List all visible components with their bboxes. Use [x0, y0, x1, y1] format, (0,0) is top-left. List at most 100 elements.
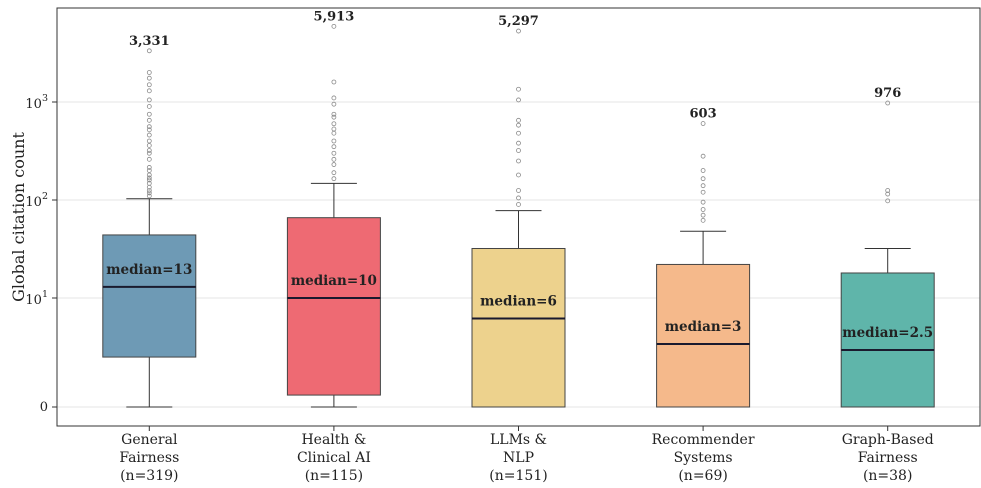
outlier-point [885, 188, 891, 193]
outlier-point [516, 158, 521, 164]
outlier-point [700, 168, 706, 173]
outlier-point [331, 121, 337, 127]
y-tick-exponent: 1 [42, 289, 48, 300]
y-tick-exponent: 2 [42, 191, 48, 202]
median-label: median=6 [480, 294, 557, 310]
outlier-point [700, 199, 706, 205]
category-label: (n=38) [863, 468, 913, 484]
outlier-point [516, 117, 521, 123]
outlier-point [146, 190, 152, 196]
outlier-point [146, 188, 152, 193]
outlier-point [146, 138, 152, 144]
category-label: Fairness [858, 450, 918, 466]
outlier-point [516, 195, 521, 201]
outlier-point [331, 114, 337, 120]
outlier-point [331, 176, 337, 182]
box [840, 272, 935, 408]
median-label: median=10 [291, 273, 377, 289]
y-tick-label: 102 [25, 191, 48, 210]
outlier-point [516, 202, 521, 207]
outlier-point [331, 138, 337, 144]
outlier-point [146, 132, 152, 138]
max-value-label: 603 [690, 107, 717, 122]
outlier-point [516, 86, 521, 92]
outlier-point [516, 140, 521, 146]
outlier-point [146, 124, 152, 130]
category-label: General [121, 432, 178, 448]
outlier-point [146, 193, 152, 199]
box [286, 217, 381, 396]
outlier-point [146, 148, 152, 153]
outlier-point [885, 198, 891, 204]
box [102, 234, 197, 358]
box-layer [102, 23, 935, 408]
outlier-point [885, 191, 891, 197]
max-point [516, 28, 521, 34]
outlier-point [146, 70, 152, 75]
outlier-point [146, 175, 152, 181]
outlier-point [146, 75, 152, 81]
max-value-label: 5,297 [498, 14, 539, 29]
median-label: median=13 [106, 262, 192, 278]
outlier-point [700, 217, 706, 223]
category-label: LLMs & [490, 432, 547, 448]
outlier-point [146, 111, 152, 117]
max-point [331, 23, 337, 29]
outlier-point [700, 189, 706, 195]
outlier-point [331, 126, 337, 132]
outlier-point [146, 97, 152, 103]
outlier-point [146, 88, 152, 94]
label-layer: 3,331 median=13 General Fairness (n=319) 5,91… [106, 9, 933, 484]
outlier-point [146, 150, 152, 156]
outlier-point [146, 177, 152, 183]
category-label: Fairness [119, 450, 179, 466]
outlier-point [146, 156, 152, 162]
outlier-point [331, 150, 337, 156]
category-label: (n=69) [678, 468, 728, 484]
outlier-point [700, 183, 706, 189]
outlier-point [146, 143, 152, 148]
outlier-point [146, 117, 152, 123]
outlier-point [516, 130, 521, 136]
outlier-point [331, 156, 337, 162]
outlier-point [146, 127, 152, 133]
category-label: Health & [301, 432, 366, 448]
max-value-label: 3,331 [129, 34, 170, 49]
outlier-point [331, 130, 337, 136]
max-value-label: 5,913 [314, 9, 355, 24]
max-value-label: 976 [874, 86, 901, 101]
y-tick-exponent: 3 [42, 93, 48, 104]
outlier-point [146, 168, 152, 173]
outlier-point [146, 82, 152, 88]
category-label: Clinical AI [297, 450, 371, 466]
max-point [885, 100, 891, 106]
outlier-point [700, 153, 706, 159]
category-label: NLP [503, 450, 534, 466]
outlier-point [331, 170, 337, 176]
category-label: Graph-Based [842, 432, 934, 448]
y-tick-label: 103 [25, 93, 48, 112]
median-label: median=2.5 [842, 325, 933, 341]
y-tick-label: 0 [40, 400, 48, 415]
outlier-point [700, 176, 706, 182]
category-label: Systems [674, 450, 733, 466]
outlier-point [146, 180, 152, 186]
category-label: (n=151) [489, 468, 547, 484]
outlier-point [146, 165, 152, 170]
category-label: (n=115) [305, 468, 363, 484]
y-tick-label: 101 [25, 289, 48, 308]
outlier-point [331, 79, 337, 85]
box [656, 263, 751, 408]
outlier-point [331, 162, 337, 167]
median-label: median=3 [665, 319, 742, 335]
outlier-point [331, 95, 337, 101]
y-axis-title: Global citation count [9, 132, 28, 302]
max-point [700, 121, 706, 126]
outlier-point [331, 144, 337, 150]
outlier-point [146, 172, 152, 178]
outlier-point [516, 188, 521, 193]
outlier-point [146, 104, 152, 109]
outlier-point [331, 101, 337, 107]
outlier-point [516, 172, 521, 178]
